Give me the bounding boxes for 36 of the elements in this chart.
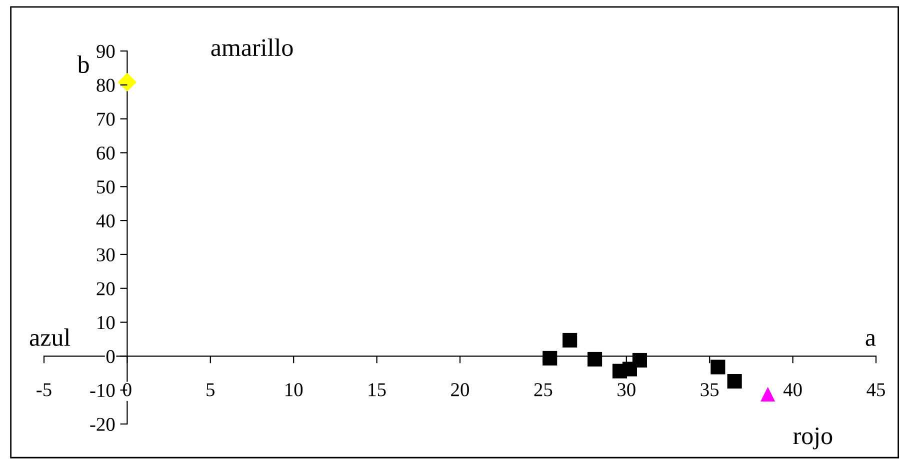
point [588, 352, 602, 367]
point [542, 350, 558, 366]
point [562, 332, 578, 348]
point [727, 374, 742, 389]
y-tick-label: 20 [96, 282, 115, 296]
y-axis-title: b [77, 55, 89, 74]
x-tick-label: -5 [36, 383, 52, 396]
y-tick-label: 50 [97, 180, 115, 194]
point [710, 360, 726, 374]
point [118, 72, 137, 92]
x-axis-title: a [866, 334, 876, 346]
x-tick-label: 30 [618, 383, 636, 396]
text: rojo [793, 428, 832, 450]
annotation: azul [30, 328, 70, 346]
x-tick-label: 5 [206, 383, 214, 396]
x-tick-label: 35 [700, 383, 719, 396]
y-tick-label: 90 [96, 44, 115, 58]
y-tick-label: 80 [96, 78, 115, 92]
x-tick-label: 10 [286, 383, 303, 396]
point [760, 386, 776, 402]
y-tick-label: 30 [96, 248, 115, 262]
annotation: amarillo [211, 38, 293, 56]
y-tick-label: 0 [106, 350, 115, 364]
x-tick-label: 40 [783, 383, 802, 396]
y-tick-label: 60 [96, 146, 115, 160]
y-tick-label: 10 [98, 316, 115, 330]
x-tick-label: 25 [534, 383, 552, 396]
point [632, 352, 647, 368]
x-tick-label: 0 [123, 383, 132, 396]
y-tick-label: -10 [90, 384, 115, 398]
y-tick-label: 40 [96, 214, 115, 228]
x-tick-label: 20 [451, 383, 469, 396]
x-tick-label: 45 [866, 383, 885, 396]
y-tick-label: -20 [90, 418, 115, 431]
y-tick-label: 70 [97, 112, 115, 126]
x-tick-label: 15 [368, 383, 386, 396]
